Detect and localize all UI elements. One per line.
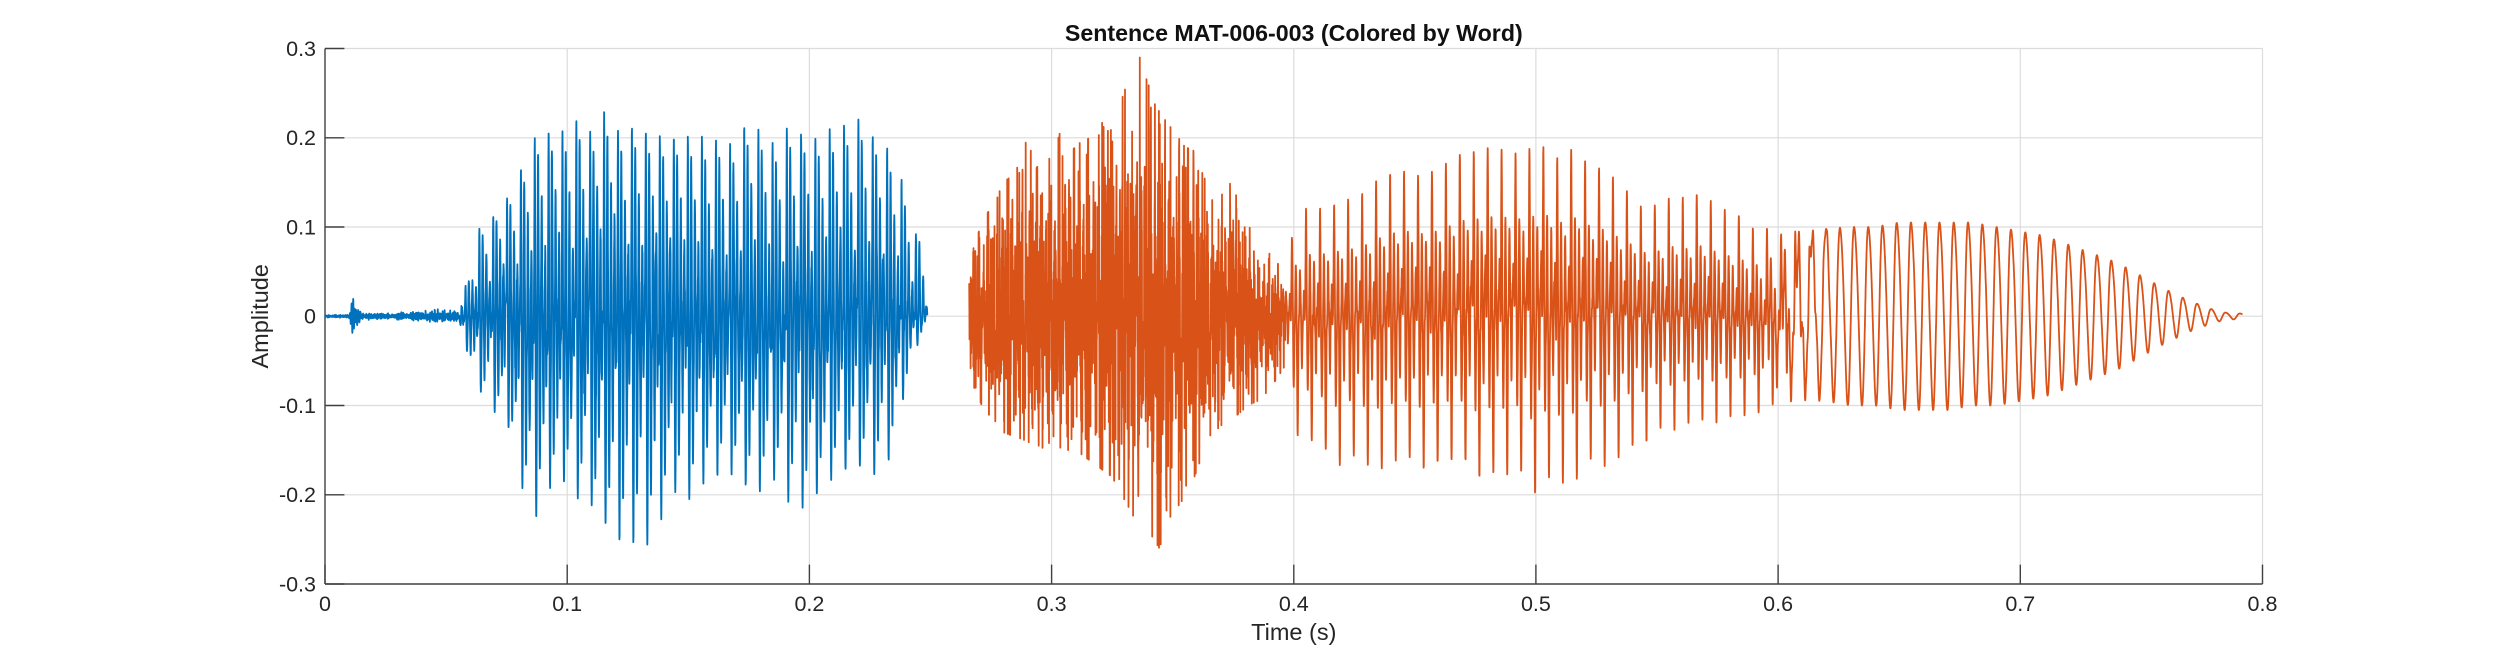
svg-text:-0.3: -0.3: [279, 573, 316, 597]
svg-text:0.8: 0.8: [2248, 592, 2278, 616]
svg-text:0: 0: [319, 592, 331, 616]
svg-text:0.3: 0.3: [1037, 592, 1067, 616]
svg-text:-0.2: -0.2: [279, 483, 316, 507]
svg-text:0.7: 0.7: [2005, 592, 2035, 616]
svg-text:Time (s): Time (s): [1251, 619, 1336, 645]
svg-text:0.1: 0.1: [552, 592, 582, 616]
svg-text:Sentence MAT-006-003 (Colored: Sentence MAT-006-003 (Colored by Word): [1065, 20, 1523, 46]
svg-text:-0.1: -0.1: [279, 394, 316, 418]
svg-text:0.2: 0.2: [286, 126, 316, 150]
svg-text:0.4: 0.4: [1279, 592, 1309, 616]
svg-text:0.1: 0.1: [286, 216, 316, 240]
svg-text:0.5: 0.5: [1521, 592, 1551, 616]
svg-text:0.6: 0.6: [1763, 592, 1793, 616]
svg-text:0.3: 0.3: [286, 37, 316, 61]
svg-text:0.2: 0.2: [794, 592, 824, 616]
svg-text:0: 0: [304, 305, 316, 329]
svg-text:Amplitude: Amplitude: [247, 264, 273, 369]
